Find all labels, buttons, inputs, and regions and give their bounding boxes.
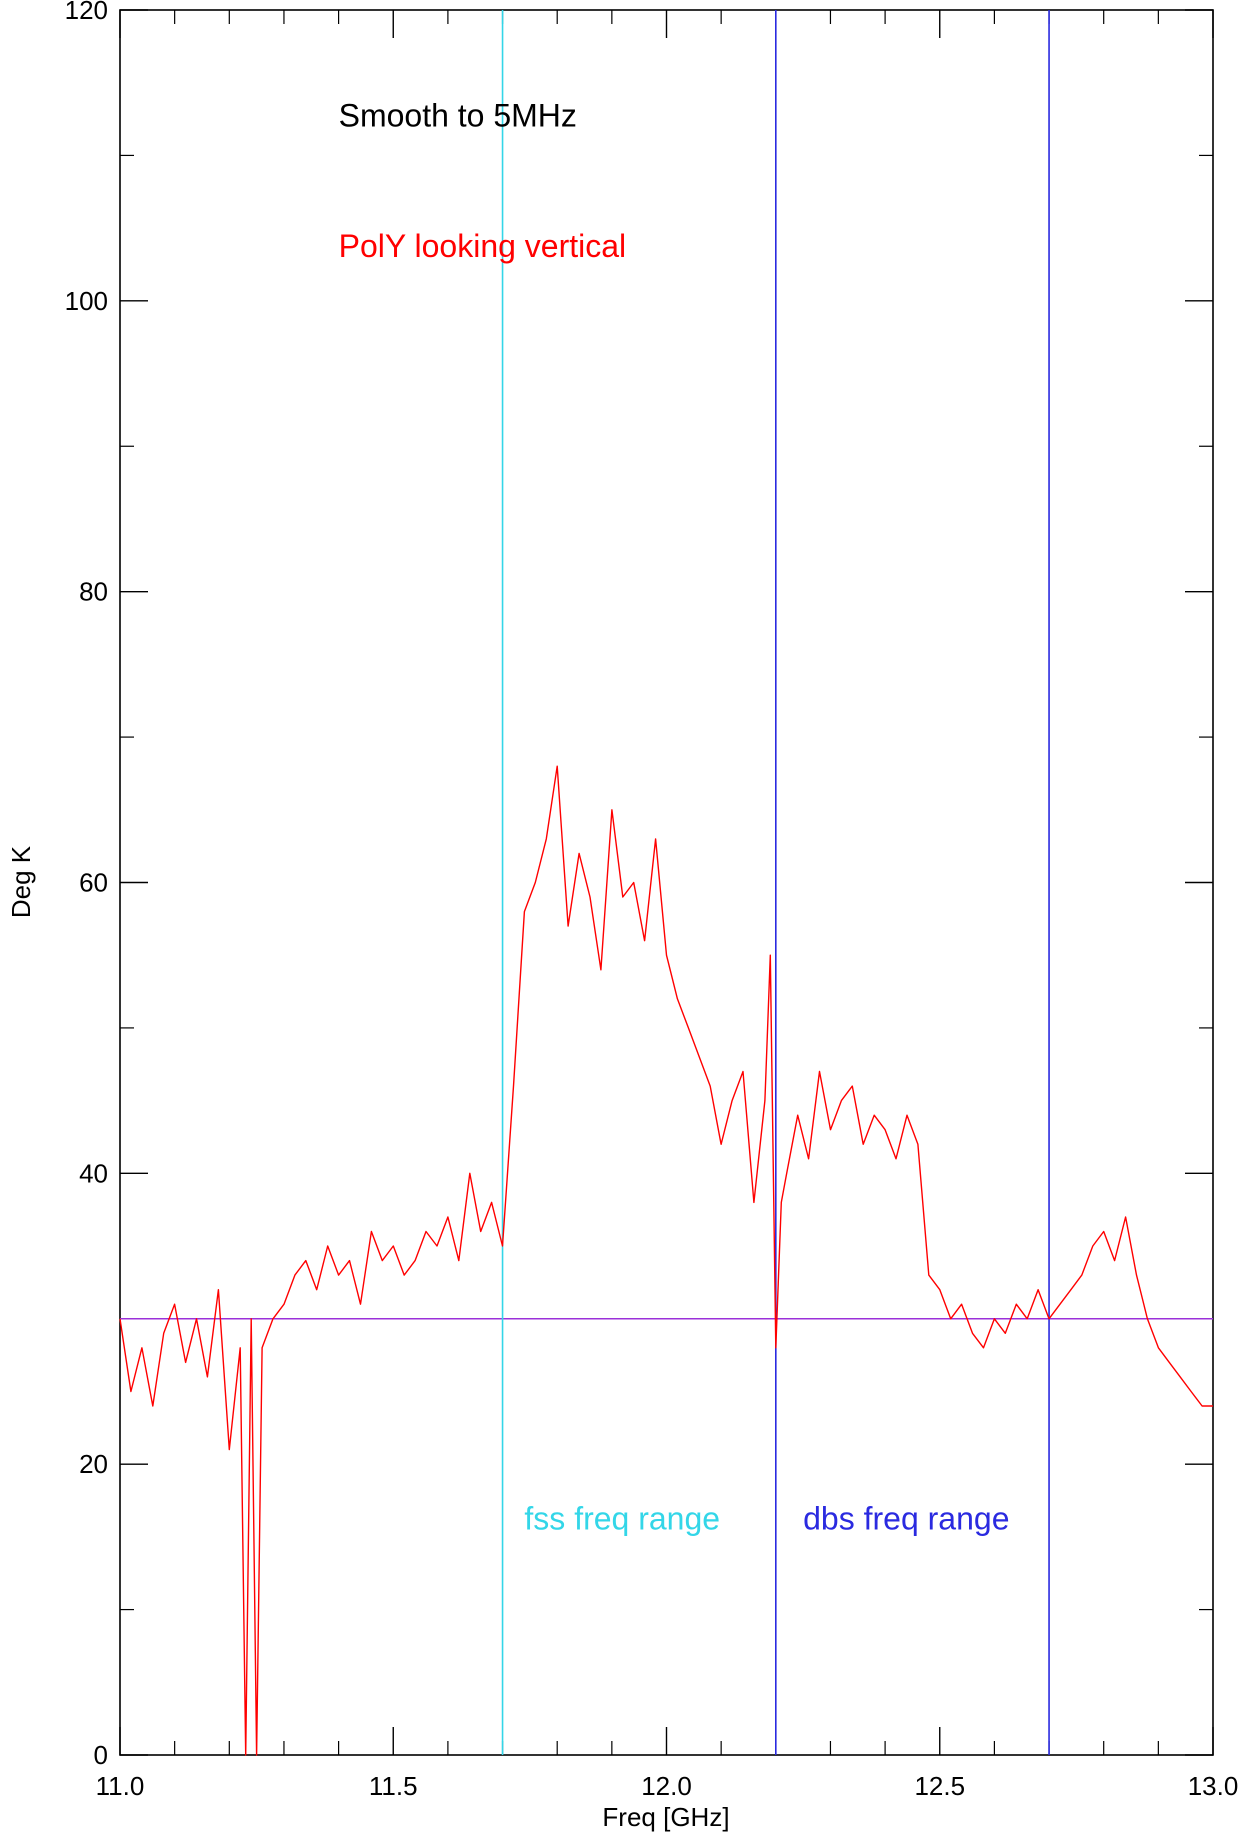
y-tick-label: 60 — [79, 868, 108, 898]
annotation-label: fss freq range — [524, 1501, 720, 1537]
y-tick-label: 0 — [94, 1740, 108, 1770]
annotation-label: PolY looking vertical — [339, 228, 627, 264]
series-group — [119, 765, 1213, 1756]
reference-lines — [120, 10, 1213, 1755]
y-tick-label: 120 — [65, 0, 108, 25]
annotations: Smooth to 5MHz PolY looking vertical fss f… — [339, 97, 1010, 1536]
x-tick-label: 12.0 — [641, 1771, 692, 1801]
x-tick-label: 11.0 — [96, 1771, 145, 1801]
x-tick-label: 13.0 — [1188, 1771, 1239, 1801]
annotation-label: Smooth to 5MHz — [339, 97, 577, 133]
x-tick-label: 11.5 — [369, 1771, 418, 1801]
annotation-label: dbs freq range — [803, 1501, 1009, 1537]
series-line — [119, 765, 1213, 1756]
y-axis-title: Deg K — [6, 845, 36, 918]
x-tick-label: 12.5 — [914, 1771, 965, 1801]
x-axis-title: Freq [GHz] — [602, 1802, 729, 1832]
y-tick-label: 80 — [79, 577, 108, 607]
y-tick-label: 20 — [79, 1449, 108, 1479]
y-tick-label: 40 — [79, 1158, 108, 1188]
axis-ticks: 11.0 11.5 12.0 12.5 13.0 0 20 40 60 80 100 120 — [65, 0, 1239, 1801]
y-tick-label: 100 — [65, 286, 108, 316]
